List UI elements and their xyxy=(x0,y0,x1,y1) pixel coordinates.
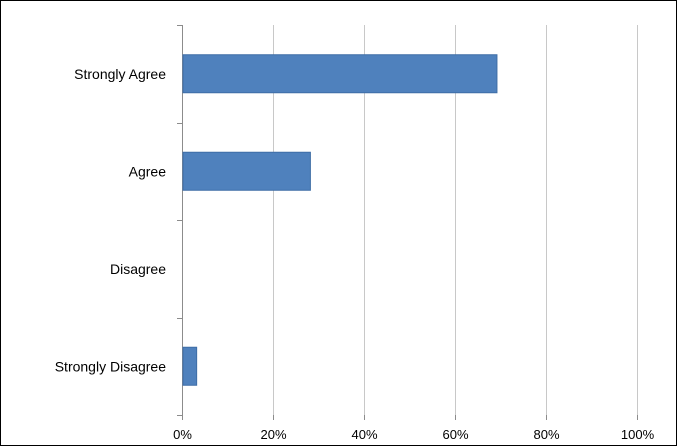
x-tick-label: 20% xyxy=(260,427,286,442)
x-tick-label: 100% xyxy=(621,427,655,442)
category-label: Agree xyxy=(129,163,167,179)
x-tick-label: 40% xyxy=(351,427,377,442)
x-tick-label: 0% xyxy=(173,427,192,442)
x-tick-label: 80% xyxy=(533,427,559,442)
bar xyxy=(182,346,198,386)
category-label: Strongly Agree xyxy=(74,66,166,82)
bar xyxy=(182,54,498,94)
category-label: Strongly Disagree xyxy=(55,358,166,374)
x-tick-label: 60% xyxy=(442,427,468,442)
bar xyxy=(182,151,311,191)
category-label: Disagree xyxy=(110,261,166,277)
